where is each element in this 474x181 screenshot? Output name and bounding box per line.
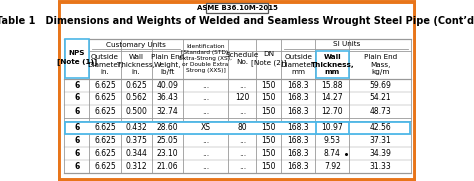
Text: 0.344: 0.344 <box>125 149 147 158</box>
Text: 31.33: 31.33 <box>369 162 391 171</box>
Text: 6.625: 6.625 <box>94 162 116 171</box>
Text: 48.73: 48.73 <box>369 106 391 115</box>
Text: SI Units: SI Units <box>333 41 360 47</box>
Text: 168.3: 168.3 <box>288 123 309 132</box>
Text: 0.500: 0.500 <box>125 106 147 115</box>
Text: 7.92: 7.92 <box>324 162 341 171</box>
Text: 150: 150 <box>262 94 276 102</box>
Text: 0.625: 0.625 <box>125 81 147 89</box>
Text: ...: ... <box>202 94 209 102</box>
Text: 59.69: 59.69 <box>369 81 391 89</box>
Text: Wall
Thickness,
mm: Wall Thickness, mm <box>310 54 354 75</box>
Text: ...: ... <box>239 149 246 158</box>
Text: Schedule
No.: Schedule No. <box>226 52 259 65</box>
Text: ...: ... <box>202 81 209 89</box>
Text: 6: 6 <box>74 81 80 89</box>
Text: Customary Units: Customary Units <box>106 41 166 47</box>
Bar <box>206 3 268 13</box>
Text: 150: 150 <box>262 81 276 89</box>
Text: NPS
[Note (1)]: NPS [Note (1)] <box>57 50 97 65</box>
Text: 21.06: 21.06 <box>156 162 178 171</box>
Text: 168.3: 168.3 <box>288 81 309 89</box>
Text: 150: 150 <box>262 123 276 132</box>
Text: 0.562: 0.562 <box>125 94 147 102</box>
Text: 54.21: 54.21 <box>369 94 391 102</box>
Text: 6: 6 <box>74 136 80 145</box>
Text: 150: 150 <box>262 136 276 145</box>
Text: Plain End
Mass,
kg/m: Plain End Mass, kg/m <box>364 54 397 75</box>
Text: 168.3: 168.3 <box>288 106 309 115</box>
Text: 6: 6 <box>74 162 80 171</box>
Text: 6: 6 <box>74 106 80 115</box>
Text: DN
[Note (2)]: DN [Note (2)] <box>251 51 287 66</box>
Text: 28.60: 28.60 <box>156 123 178 132</box>
Text: 80: 80 <box>237 123 247 132</box>
Text: 150: 150 <box>262 149 276 158</box>
Text: 37.31: 37.31 <box>369 136 391 145</box>
Text: 32.74: 32.74 <box>156 106 178 115</box>
Bar <box>316 121 349 134</box>
Text: Identification
[Standard (STD),
Extra-Strong (XS),
or Double Extra
Strong (XXS)]: Identification [Standard (STD), Extra-St… <box>179 44 232 73</box>
Text: 150: 150 <box>262 106 276 115</box>
Text: 42.56: 42.56 <box>369 123 391 132</box>
Bar <box>316 51 349 78</box>
Text: 150: 150 <box>262 162 276 171</box>
Text: 12.70: 12.70 <box>321 106 343 115</box>
Text: 6.625: 6.625 <box>94 81 116 89</box>
Text: 168.3: 168.3 <box>288 94 309 102</box>
Text: 15.88: 15.88 <box>322 81 343 89</box>
Text: 168.3: 168.3 <box>288 136 309 145</box>
Text: ...: ... <box>239 136 246 145</box>
Text: ...: ... <box>202 106 209 115</box>
Text: 6.625: 6.625 <box>94 106 116 115</box>
Text: 23.10: 23.10 <box>156 149 178 158</box>
Text: 6.625: 6.625 <box>94 94 116 102</box>
Text: 8.74: 8.74 <box>324 149 341 158</box>
Text: ...: ... <box>202 149 209 158</box>
Text: 6.625: 6.625 <box>94 123 116 132</box>
Text: Outside
Diameter,
in.: Outside Diameter, in. <box>87 54 123 75</box>
Text: Plain End
Weight,
lb/ft: Plain End Weight, lb/ft <box>151 54 184 75</box>
Text: 0.375: 0.375 <box>125 136 147 145</box>
Bar <box>65 121 410 134</box>
Text: 6: 6 <box>74 149 80 158</box>
Text: 6.625: 6.625 <box>94 136 116 145</box>
Text: 120: 120 <box>235 94 249 102</box>
Text: 0.432: 0.432 <box>125 123 147 132</box>
Text: 9.53: 9.53 <box>324 136 341 145</box>
Text: XS: XS <box>201 123 210 132</box>
Text: ...: ... <box>239 81 246 89</box>
Text: 25.05: 25.05 <box>156 136 178 145</box>
Text: 6: 6 <box>74 123 80 132</box>
Text: 6: 6 <box>74 94 80 102</box>
Text: ...: ... <box>239 106 246 115</box>
Text: 34.39: 34.39 <box>369 149 391 158</box>
Text: 40.09: 40.09 <box>156 81 178 89</box>
Text: 10.97: 10.97 <box>321 123 343 132</box>
Text: 0.312: 0.312 <box>126 162 147 171</box>
Text: 14.27: 14.27 <box>321 94 343 102</box>
Text: ...: ... <box>202 136 209 145</box>
Text: Outside
Diameter,
mm: Outside Diameter, mm <box>280 54 317 75</box>
Text: 6.625: 6.625 <box>94 149 116 158</box>
Text: Wall
Thickness,
in.: Wall Thickness, in. <box>117 54 155 75</box>
Text: 168.3: 168.3 <box>288 149 309 158</box>
Text: ASME B36.10M-2015: ASME B36.10M-2015 <box>197 5 277 11</box>
Bar <box>65 39 89 78</box>
Text: ...: ... <box>202 162 209 171</box>
Text: ...: ... <box>239 162 246 171</box>
Text: 36.43: 36.43 <box>156 94 178 102</box>
Text: 168.3: 168.3 <box>288 162 309 171</box>
Text: Table 1   Dimensions and Weights of Welded and Seamless Wrought Steel Pipe (Cont: Table 1 Dimensions and Weights of Welded… <box>0 16 474 26</box>
